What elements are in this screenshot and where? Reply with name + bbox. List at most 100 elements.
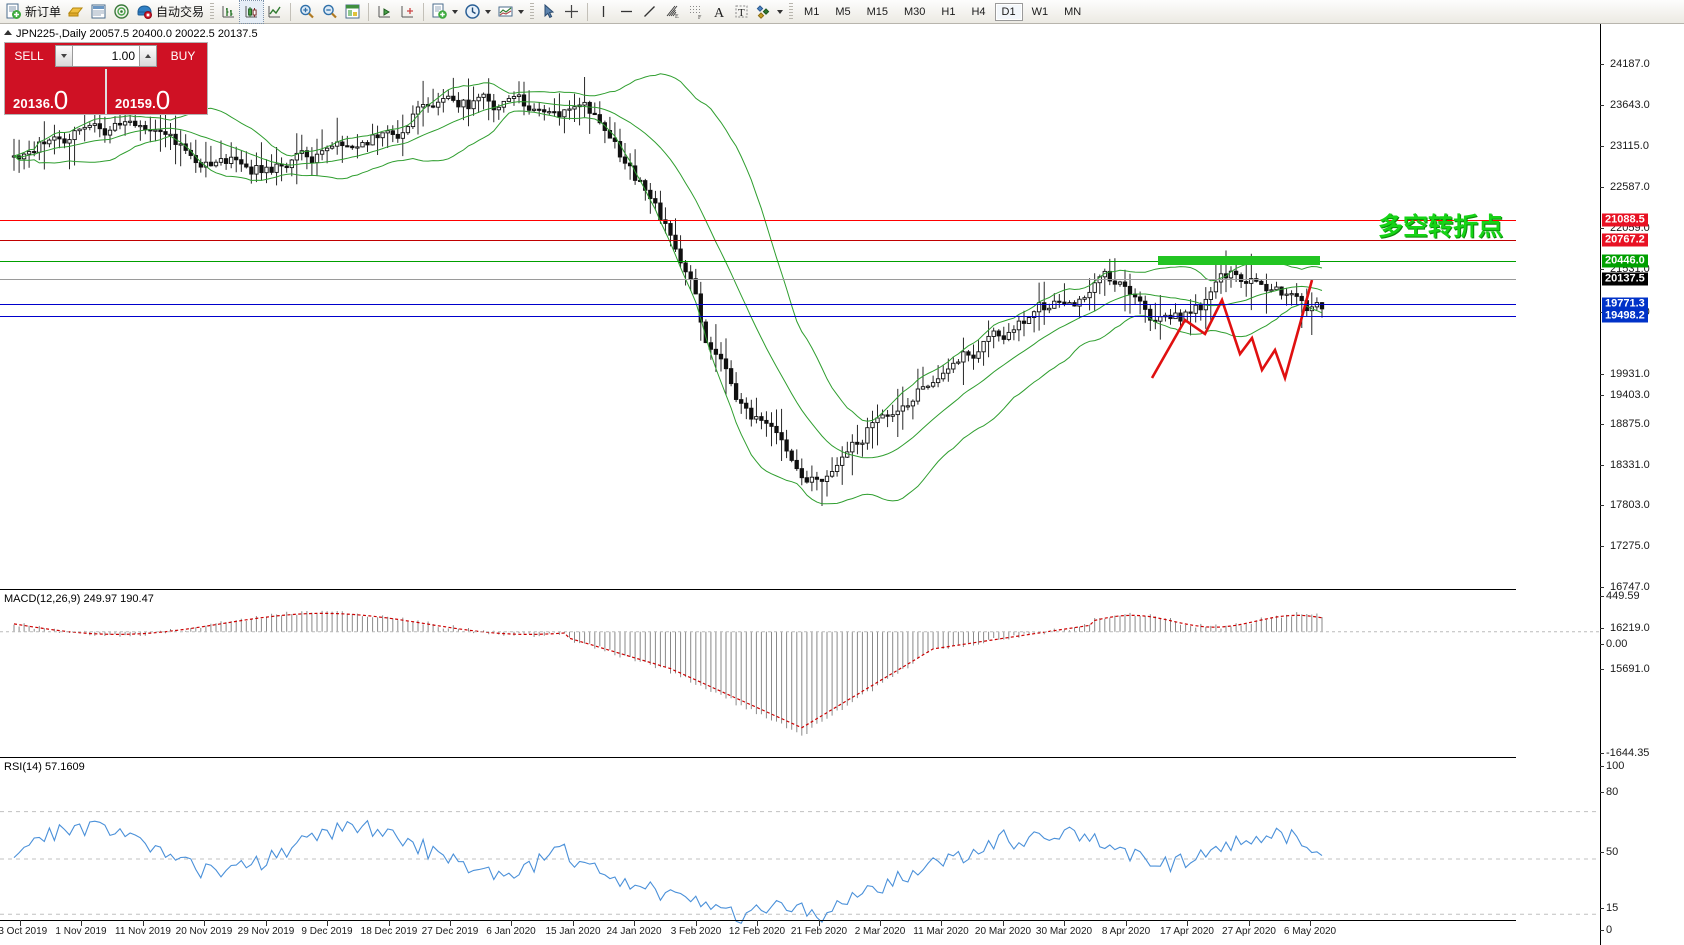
- macd-label: MACD(12,26,9) 249.97 190.47: [4, 593, 154, 605]
- chart-shift-button[interactable]: [396, 1, 419, 23]
- volume-decrease-button[interactable]: [55, 45, 73, 67]
- price-tag-last-price[interactable]: 20137.5: [1602, 272, 1648, 286]
- date-label: 15 Jan 2020: [545, 926, 601, 937]
- green-rectangle-highlight[interactable]: [1158, 256, 1320, 265]
- toolbar-grip-3[interactable]: [789, 2, 794, 21]
- timeframe-m1[interactable]: M1: [804, 5, 820, 18]
- timeframe-m5[interactable]: M5: [835, 5, 851, 18]
- vertical-line-icon: [595, 3, 612, 20]
- date-label: 24 Jan 2020: [606, 926, 662, 937]
- new-order-button[interactable]: 新订单: [2, 1, 64, 23]
- auto-scroll-button[interactable]: [373, 1, 396, 23]
- autotrade-button[interactable]: 自动交易: [133, 1, 207, 23]
- price-tag-resistance-red[interactable]: 20767.2: [1602, 233, 1648, 247]
- timeframe-w1[interactable]: W1: [1031, 5, 1049, 18]
- buy-button[interactable]: BUY: [159, 43, 207, 69]
- price-scale[interactable]: 24187.0 23643.0 23115.0 22587.0 22059.0 21531…: [1600, 24, 1684, 945]
- profiles-button[interactable]: [64, 1, 87, 23]
- last-price-line: [0, 279, 1516, 280]
- volume-increase-button[interactable]: [139, 45, 157, 67]
- level-line-20446[interactable]: [0, 261, 1516, 262]
- fibonacci-button[interactable]: E: [661, 1, 684, 23]
- buy-price[interactable]: 20159 . 0: [107, 69, 207, 114]
- market-watch-button[interactable]: [87, 1, 110, 23]
- date-axis-line: [0, 920, 1516, 921]
- price-tag-level-green[interactable]: 20446.0: [1602, 254, 1648, 268]
- zoom-in-icon: [298, 3, 315, 20]
- bar-chart-button[interactable]: [217, 1, 240, 23]
- timeframe-m15[interactable]: M15: [866, 5, 888, 18]
- date-label: 8 Apr 2020: [1101, 926, 1151, 937]
- chevron-down-icon[interactable]: [452, 9, 459, 14]
- price-tag-support-blue[interactable]: 19498.2: [1602, 309, 1648, 323]
- date-label: 11 Mar 2020: [913, 926, 969, 937]
- date-tick: [1126, 920, 1127, 926]
- price-tag-support-blue[interactable]: 19771.3: [1602, 297, 1648, 311]
- cursor-button[interactable]: [537, 1, 560, 23]
- collapse-triangle-icon[interactable]: [4, 30, 12, 35]
- timeframe-h4[interactable]: H4: [971, 5, 986, 18]
- line-chart-icon: [266, 3, 283, 20]
- toolbar-grip-2[interactable]: [530, 2, 535, 21]
- add-indicator-button[interactable]: [428, 1, 461, 23]
- crosshair-button[interactable]: [560, 1, 583, 23]
- one-click-trading-panel[interactable]: SELL 1.00 BUY 20136 . 0 20159: [4, 42, 208, 115]
- volume-stepper[interactable]: 1.00: [53, 43, 159, 69]
- new-order-label: 新订单: [25, 5, 62, 19]
- label-button[interactable]: T: [730, 1, 753, 23]
- line-chart-button[interactable]: [263, 1, 286, 23]
- timeframe-mn[interactable]: MN: [1064, 5, 1082, 18]
- date-tick: [143, 920, 144, 926]
- price-tag-resistance-red[interactable]: 21088.5: [1602, 213, 1648, 227]
- sell-price[interactable]: 20136 . 0: [5, 69, 105, 114]
- buy-price-decimal: 0: [155, 85, 171, 115]
- price-tick: 15691.0: [1600, 663, 1684, 675]
- indicator-tick: -1644.35: [1600, 747, 1684, 759]
- chevron-down-icon[interactable]: [777, 9, 784, 14]
- chevron-down-icon[interactable]: [518, 9, 525, 14]
- level-line-21088[interactable]: [0, 220, 1516, 221]
- rsi-chart-svg: [0, 811, 1600, 925]
- date-label: 27 Dec 2019: [421, 926, 479, 937]
- chart-window[interactable]: JPN225-,Daily 20057.5 20400.0 20022.5 20…: [0, 24, 1684, 945]
- timeframe-d1[interactable]: D1: [994, 2, 1023, 21]
- date-tick: [757, 920, 758, 926]
- sell-button[interactable]: SELL: [5, 43, 53, 69]
- templates-button[interactable]: [494, 1, 527, 23]
- zoom-in-button[interactable]: [295, 1, 318, 23]
- candlestick-chart-button[interactable]: [239, 0, 265, 24]
- new-order-icon: [5, 3, 22, 20]
- channel-button[interactable]: F: [684, 1, 707, 23]
- vertical-line-button[interactable]: [592, 1, 615, 23]
- chevron-down-icon[interactable]: [485, 9, 492, 14]
- shapes-button[interactable]: [753, 1, 786, 23]
- timeframe-m30[interactable]: M30: [904, 5, 926, 18]
- volume-input[interactable]: 1.00: [73, 45, 139, 67]
- price-tick: 23643.0: [1600, 99, 1684, 111]
- period-button[interactable]: [461, 1, 494, 23]
- text-button[interactable]: A: [707, 1, 730, 23]
- cursor-icon: [540, 3, 557, 20]
- oct-price-row: 20136 . 0 20159 . 0: [5, 69, 207, 114]
- trendline-icon: [641, 3, 658, 20]
- horizontal-line-button[interactable]: [615, 1, 638, 23]
- zoom-out-button[interactable]: [318, 1, 341, 23]
- date-tick: [1310, 920, 1311, 926]
- date-tick: [511, 920, 512, 926]
- timeframe-h1[interactable]: H1: [941, 5, 956, 18]
- navigator-icon: [113, 3, 130, 20]
- price-tick: 18875.0: [1600, 418, 1684, 430]
- data-window-button[interactable]: [341, 1, 364, 23]
- level-line-19771[interactable]: [0, 304, 1516, 305]
- date-tick: [81, 920, 82, 926]
- trendline-button[interactable]: [638, 1, 661, 23]
- date-label: 1 Nov 2019: [55, 926, 107, 937]
- chart-plot-area[interactable]: JPN225-,Daily 20057.5 20400.0 20022.5 20…: [0, 24, 1600, 945]
- toolbar-grip[interactable]: [210, 2, 215, 21]
- level-line-19498[interactable]: [0, 316, 1516, 317]
- chart-annotation[interactable]: 多空转折点: [1378, 214, 1504, 241]
- date-label: 30 Mar 2020: [1035, 926, 1093, 937]
- date-label: 6 Jan 2020: [486, 926, 536, 937]
- level-line-20767[interactable]: [0, 240, 1516, 241]
- navigator-button[interactable]: [110, 1, 133, 23]
